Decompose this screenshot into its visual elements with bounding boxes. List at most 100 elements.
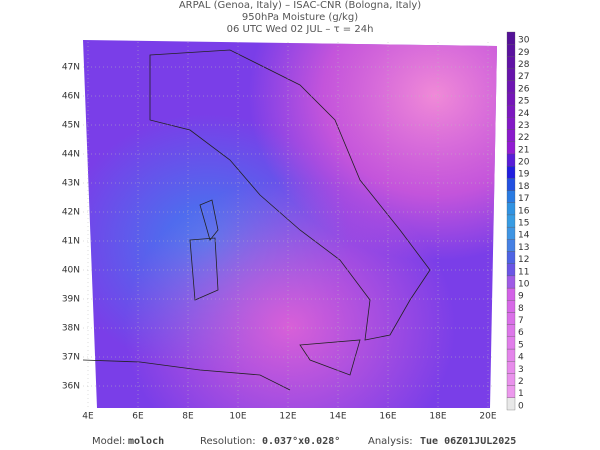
lat-label: 47N: [62, 63, 80, 73]
colorbar-label: 25: [518, 97, 529, 107]
colorbar-label: 9: [518, 292, 524, 302]
colorbar-swatch: [506, 226, 516, 240]
colorbar-swatch: [506, 251, 516, 264]
map: [82, 40, 497, 408]
colorbar-label: 27: [518, 72, 529, 82]
colorbar-swatch: [506, 190, 516, 203]
coastline: [149, 49, 431, 341]
colorbar-label: 10: [518, 279, 530, 289]
colorbar-label: 18: [518, 182, 530, 192]
lon-label: 12E: [279, 412, 296, 422]
lat-label: 43N: [62, 179, 80, 189]
colorbar-swatch: [506, 178, 516, 191]
colorbar-swatch: [506, 105, 516, 118]
colorbar-swatch: [506, 92, 516, 106]
coastline: [82, 359, 291, 391]
colorbar-swatch: [506, 287, 516, 301]
colorbar-swatch: [506, 44, 516, 57]
footer-label: Analysis:: [368, 436, 413, 447]
colorbar-label: 19: [518, 170, 530, 180]
lat-label: 36N: [62, 382, 80, 392]
colorbar-label: 1: [518, 389, 524, 399]
colorbar-swatch: [506, 312, 516, 325]
footer-value: moloch: [128, 436, 164, 447]
lat-label: 39N: [62, 295, 80, 305]
lon-label: 16E: [379, 412, 396, 422]
colorbar-swatch: [506, 117, 516, 130]
colorbar-label: 26: [518, 84, 530, 94]
coastline: [189, 199, 219, 301]
colorbar-swatch: [506, 275, 516, 289]
colorbar-swatch: [506, 141, 516, 155]
colorbar-label: 23: [518, 121, 529, 131]
colorbar-swatch: [506, 202, 516, 216]
colorbar-label: 20: [518, 158, 530, 168]
colorbar-swatch: [506, 336, 516, 350]
colorbar-swatch: [506, 31, 516, 45]
footer-label: Model:: [92, 436, 125, 447]
colorbar-label: 8: [518, 304, 524, 314]
colorbar-label: 29: [518, 48, 530, 58]
colorbar-swatch: [506, 153, 516, 167]
colorbar-swatch: [506, 239, 516, 252]
colorbar-swatch: [506, 56, 516, 69]
colorbar-swatch: [506, 80, 516, 94]
map-field: [83, 40, 497, 408]
colorbar-label: 12: [518, 255, 529, 265]
lon-label: 10E: [229, 412, 246, 422]
footer-value: Tue 06Z01JUL2025: [420, 436, 516, 447]
colorbar-swatch: [506, 129, 516, 142]
colorbar-swatch: [506, 68, 516, 81]
lon-label: 4E: [82, 412, 94, 422]
colorbar-label: 17: [518, 194, 529, 204]
colorbar-label: 24: [518, 109, 530, 119]
colorbar-label: 3: [518, 365, 524, 375]
colorbar-label: 4: [518, 353, 524, 363]
colorbar-label: 2: [518, 377, 524, 387]
colorbar-swatch: [506, 348, 516, 362]
footer-label: Resolution:: [200, 436, 256, 447]
colorbar-label: 16: [518, 206, 530, 216]
colorbar-swatch: [506, 361, 516, 374]
colorbar-label: 5: [518, 340, 524, 350]
lon-label: 6E: [132, 412, 144, 422]
lat-label: 40N: [62, 266, 80, 276]
colorbar-label: 0: [518, 401, 524, 411]
lat-label: 44N: [62, 150, 80, 160]
colorbar-label: 21: [518, 145, 529, 155]
lat-label: 45N: [62, 121, 80, 131]
header-line: 06 UTC Wed 02 JUL – τ = 24h: [227, 24, 374, 35]
colorbar-label: 28: [518, 60, 530, 70]
colorbar-label: 13: [518, 243, 529, 253]
lon-label: 18E: [429, 412, 446, 422]
lat-label: 42N: [62, 208, 80, 218]
colorbar-swatch: [506, 373, 516, 386]
colorbar-swatch: [506, 300, 516, 313]
colorbar-label: 15: [518, 219, 529, 229]
lat-label: 38N: [62, 324, 80, 334]
colorbar-swatch: [506, 263, 516, 277]
lon-label: 8E: [182, 412, 194, 422]
colorbar-swatch: [506, 385, 516, 398]
colorbar-label: 14: [518, 231, 530, 241]
colorbar-label: 6: [518, 328, 524, 338]
lat-label: 46N: [62, 92, 80, 102]
lat-label: 37N: [62, 353, 80, 363]
colorbar-swatch: [506, 214, 516, 228]
lon-label: 20E: [479, 412, 496, 422]
lon-label: 14E: [329, 412, 346, 422]
colorbar-swatch: [506, 324, 516, 337]
colorbar-label: 11: [518, 267, 529, 277]
colorbar-label: 7: [518, 316, 524, 326]
coastline: [299, 339, 361, 376]
footer: Model: moloch Resolution: 0.037°x0.028° …: [92, 436, 516, 447]
colorbar-swatch: [506, 397, 516, 411]
header-line: 950hPa Moisture (g/kg): [242, 12, 358, 23]
lat-label: 41N: [62, 237, 80, 247]
footer-value: 0.037°x0.028°: [262, 436, 340, 447]
colorbar-swatch: [506, 165, 516, 179]
header-line: ARPAL (Genoa, Italy) – ISAC-CNR (Bologna…: [179, 0, 421, 11]
colorbar-label: 22: [518, 133, 529, 143]
colorbar-label: 30: [518, 36, 530, 46]
